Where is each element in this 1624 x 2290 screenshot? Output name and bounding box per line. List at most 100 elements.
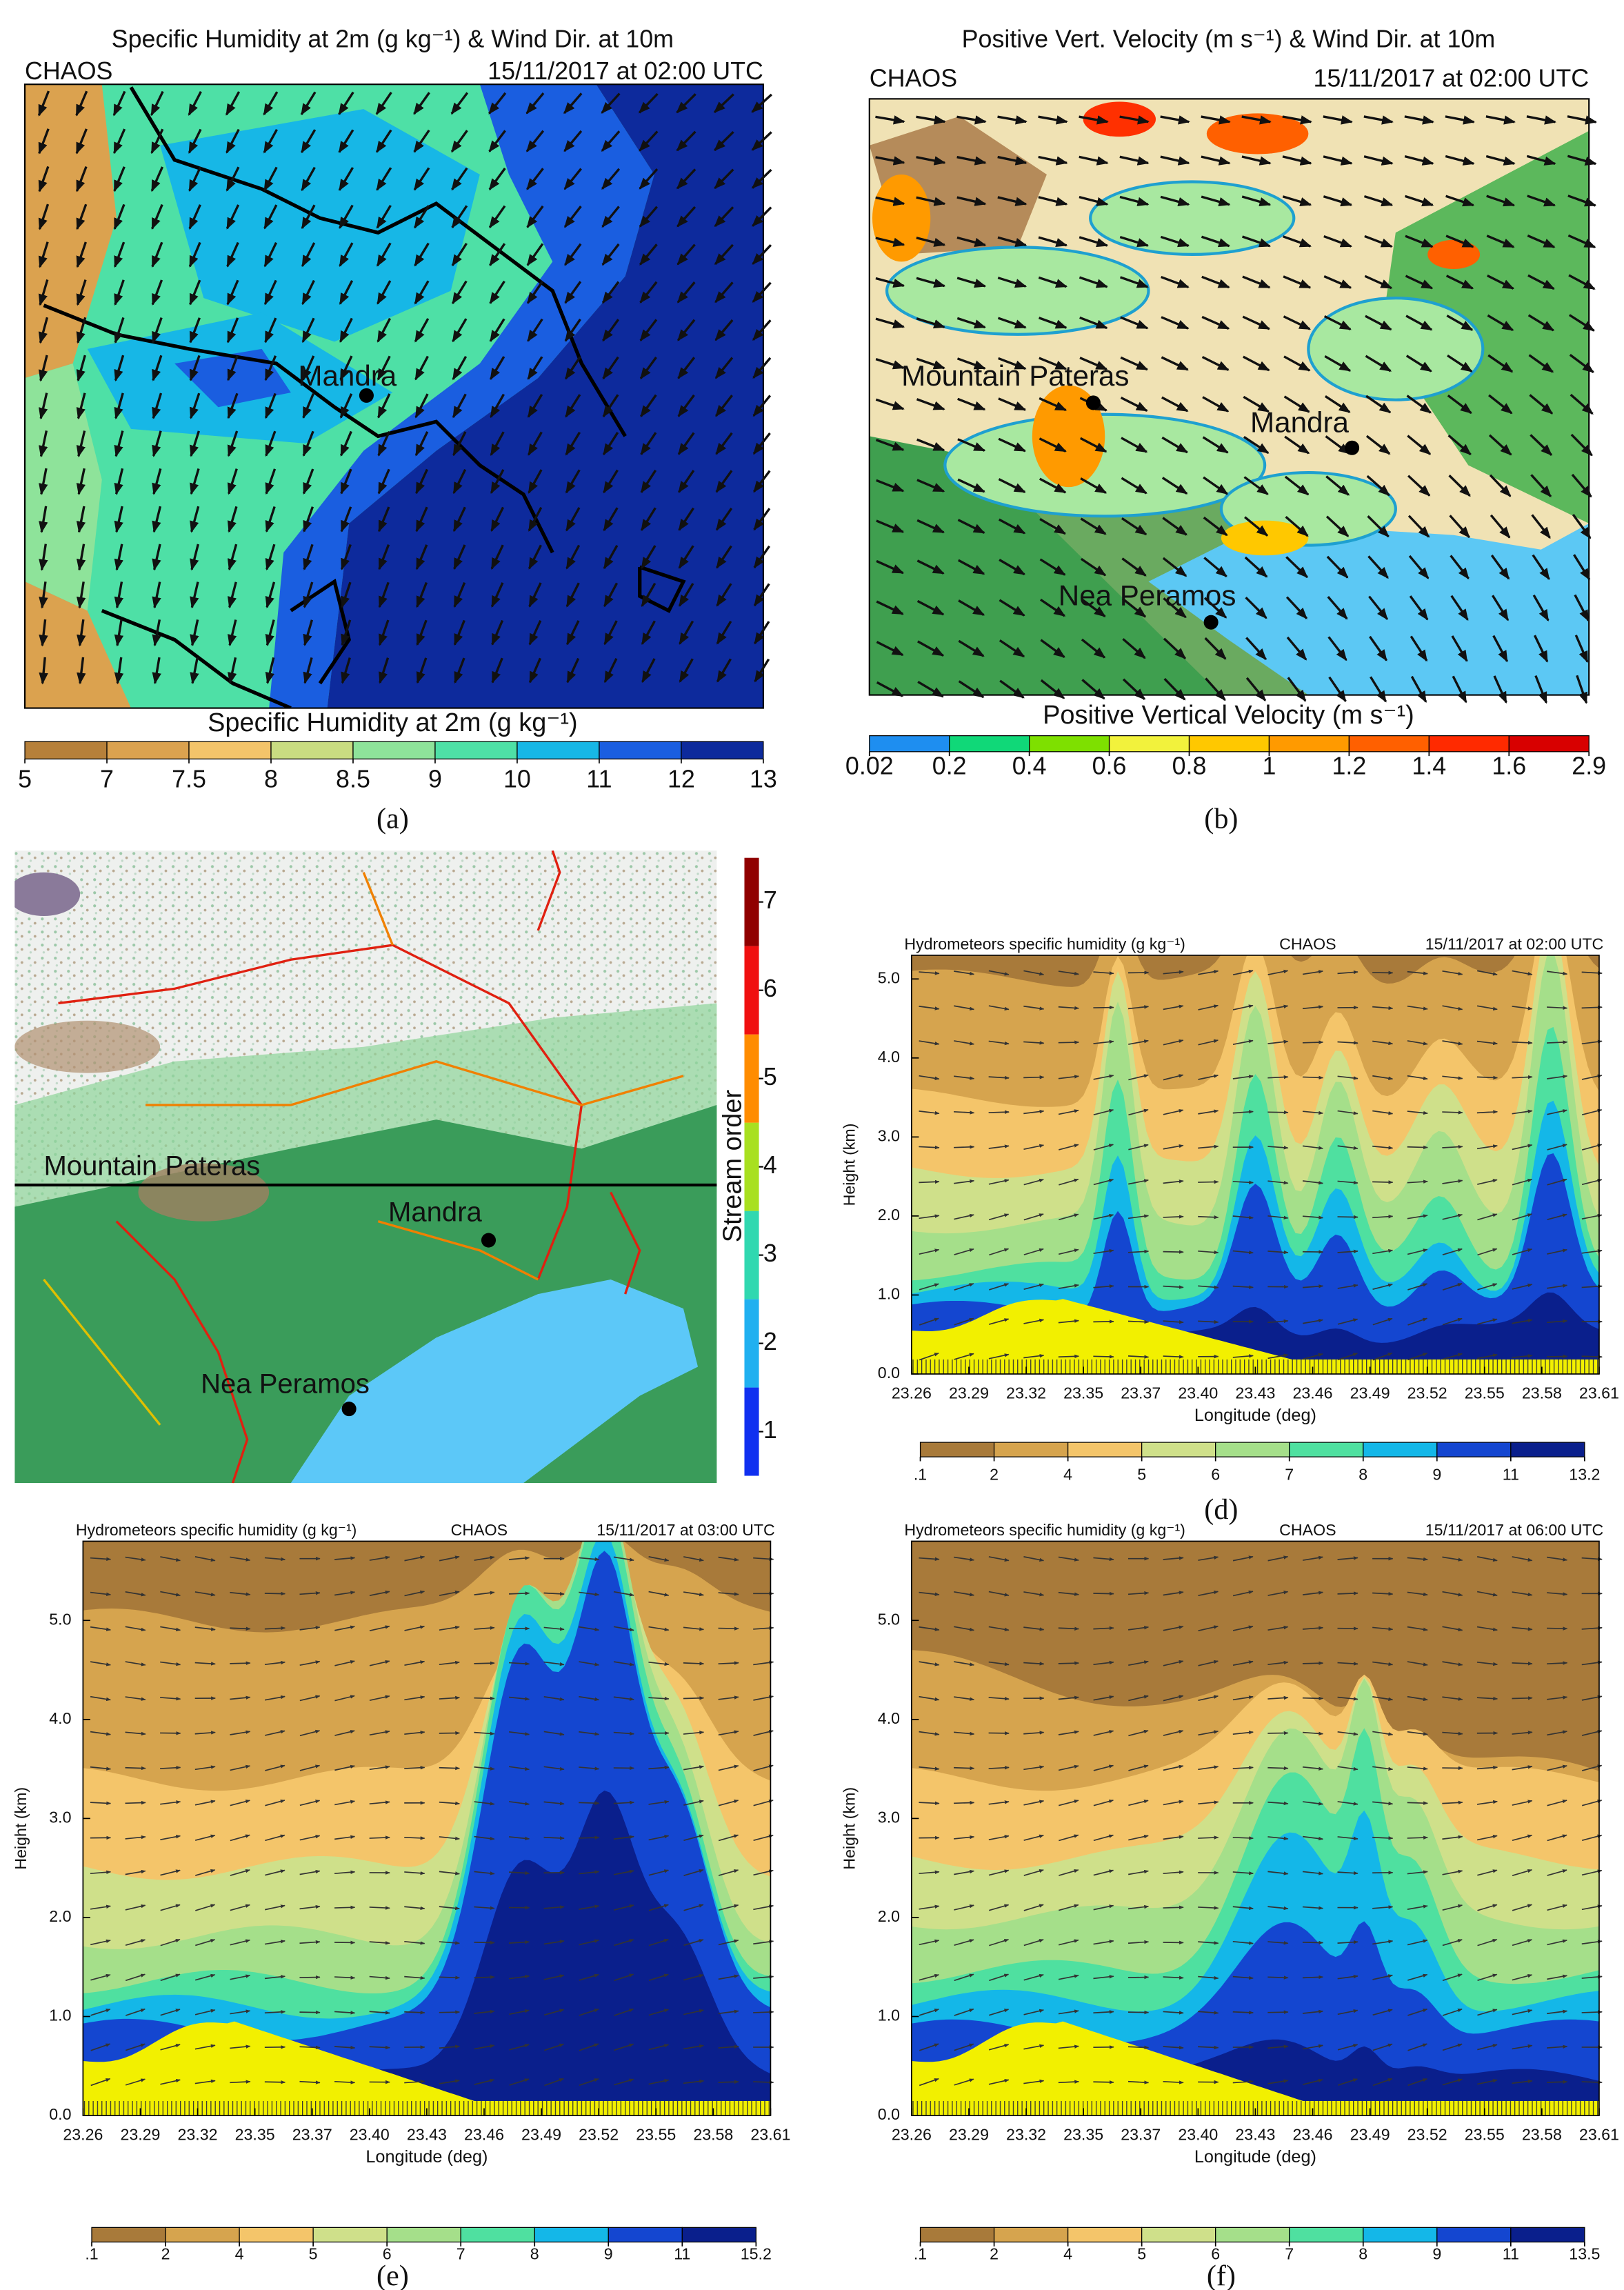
- wind-arrow: [1451, 635, 1468, 662]
- wind-arrow: [1267, 1766, 1289, 1771]
- wind-arrow: [263, 91, 279, 116]
- place-marker: [1085, 395, 1101, 410]
- wind-arrow: [114, 355, 125, 382]
- wind-arrow: [263, 279, 277, 306]
- wind-arrow: [998, 397, 1027, 411]
- wind-arrow: [1325, 435, 1350, 455]
- wind-arrow: [1285, 596, 1308, 619]
- wind-arrow: [190, 619, 199, 647]
- wind-arrow: [376, 204, 392, 229]
- wind-arrow: [683, 1696, 705, 1700]
- wind-arrow: [1202, 436, 1229, 454]
- wind-arrow: [919, 1145, 940, 1150]
- wind-arrow: [1023, 1248, 1044, 1255]
- wind-arrow: [1527, 235, 1556, 248]
- wind-arrow: [525, 130, 545, 152]
- time-label: 15/11/2017 at 02:00 UTC: [1313, 64, 1589, 92]
- wind-arrow: [958, 599, 985, 617]
- wind-arrow: [1547, 1144, 1567, 1151]
- wind-arrow: [1512, 1006, 1533, 1010]
- wind-arrow: [916, 317, 946, 329]
- wind-arrow: [601, 206, 620, 228]
- wind-arrow: [1490, 514, 1511, 539]
- wind-arrow: [302, 392, 314, 419]
- colorbar-tick-label: 7: [1285, 2245, 1294, 2263]
- wind-arrow: [1122, 678, 1146, 700]
- wind-arrow: [1163, 1355, 1184, 1359]
- wind-arrow: [112, 128, 126, 155]
- wind-arrow: [875, 277, 905, 288]
- wind-arrow: [416, 657, 428, 684]
- wind-arrow: [1122, 638, 1146, 659]
- wind-arrow: [190, 657, 199, 685]
- wind-arrow: [1512, 1213, 1533, 1221]
- wind-arrow: [916, 519, 945, 534]
- colorbar-segment: [1436, 2227, 1512, 2243]
- x-tick-label: 23.49: [1350, 1384, 1390, 1402]
- colorbar-segment: [744, 857, 759, 946]
- source-label: CHAOS: [1279, 935, 1336, 953]
- wind-arrow: [1286, 636, 1307, 661]
- wind-arrow: [303, 619, 313, 646]
- wind-arrow: [339, 317, 353, 344]
- wind-arrow: [1058, 1284, 1079, 1289]
- wind-arrow: [1532, 594, 1550, 621]
- wind-arrow: [1285, 556, 1308, 578]
- wind-arrow: [528, 506, 543, 532]
- wind-arrow: [1476, 1040, 1498, 1046]
- wind-arrow: [564, 281, 582, 304]
- wind-arrow: [1232, 1180, 1254, 1184]
- wind-arrow: [152, 544, 161, 571]
- wind-arrow: [301, 204, 316, 230]
- wind-arrow: [488, 130, 506, 152]
- colorbar-segment: [460, 2227, 535, 2243]
- wind-arrow: [1058, 1354, 1079, 1359]
- coastline: [43, 86, 686, 708]
- wind-arrow: [1303, 1318, 1323, 1324]
- wind-arrow: [714, 243, 734, 266]
- wind-arrow: [1203, 597, 1227, 619]
- y-tick-label: 3.0: [49, 1808, 71, 1826]
- x-axis-title: Longitude (deg): [365, 2147, 488, 2167]
- river: [115, 1220, 249, 1484]
- colorbar-segment: [949, 735, 1030, 753]
- colorbar-tick-label: 5: [309, 2245, 318, 2263]
- wind-arrow: [1201, 356, 1230, 371]
- colorbar-tick-label: 7: [457, 2245, 465, 2263]
- wind-arrow: [1039, 397, 1067, 412]
- wind-arrow: [566, 657, 580, 684]
- wind-arrow: [1267, 1975, 1289, 1980]
- wind-arrow: [1547, 1284, 1568, 1289]
- wind-arrow: [1528, 354, 1554, 373]
- x-tick-label: 23.40: [1178, 1384, 1218, 1402]
- wind-arrow: [1527, 195, 1556, 207]
- wind-arrow: [1127, 1975, 1150, 1980]
- wind-arrow: [999, 679, 1025, 699]
- wind-arrow: [151, 203, 163, 230]
- wind-arrow: [1038, 276, 1068, 288]
- wind-arrow: [1161, 396, 1189, 412]
- wind-arrow: [1023, 970, 1045, 976]
- wind-arrow: [916, 277, 946, 288]
- wind-arrow: [227, 468, 238, 495]
- wind-arrow: [579, 1557, 600, 1562]
- wind-arrow: [1367, 515, 1390, 538]
- place-marker: [1345, 440, 1360, 455]
- wind-arrow: [1243, 395, 1270, 413]
- wind-arrow: [265, 544, 276, 571]
- wind-arrow: [1023, 1178, 1044, 1186]
- wind-arrow: [919, 1006, 940, 1010]
- wind-arrow: [602, 319, 620, 342]
- wind-arrow: [602, 394, 619, 418]
- wind-arrow: [1442, 1353, 1463, 1360]
- wind-arrow: [1161, 477, 1188, 495]
- wind-arrow: [563, 130, 583, 152]
- wind-arrow: [999, 599, 1025, 617]
- wind-arrow: [988, 1005, 1010, 1010]
- wind-arrow: [641, 582, 656, 608]
- wind-arrow: [1442, 1248, 1463, 1255]
- wind-arrow: [1445, 155, 1475, 166]
- colorbar-segment: [1428, 735, 1510, 753]
- colorbar-segment: [91, 2227, 166, 2243]
- colorbar-tick-label: 9: [1432, 2245, 1441, 2263]
